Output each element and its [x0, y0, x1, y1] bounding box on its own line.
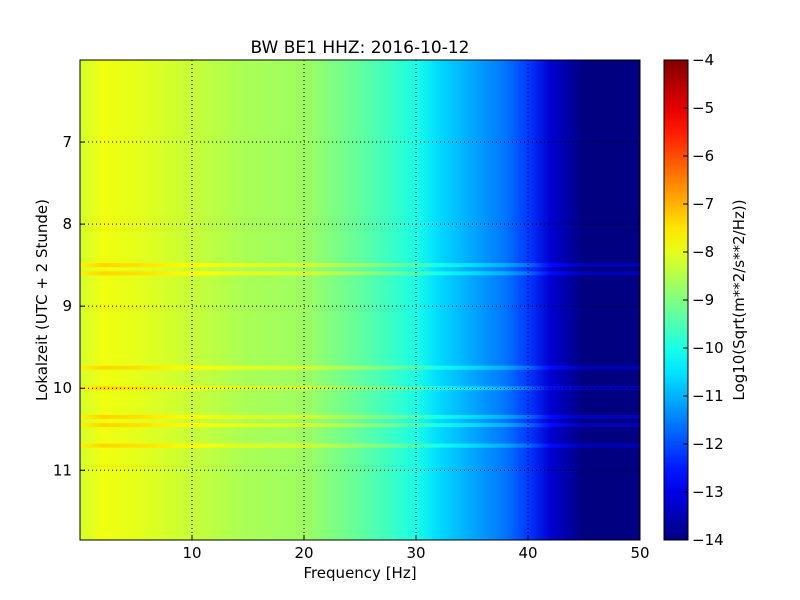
y-tick-label: 11 [53, 461, 72, 479]
x-axis-ticks: 10 20 30 40 50 [182, 535, 650, 562]
y-tick-label: 9 [62, 297, 72, 315]
colorbar-tick-label: −8 [692, 243, 714, 261]
x-tick-label: 10 [182, 544, 201, 562]
x-tick-label: 30 [406, 544, 425, 562]
colorbar-tick-label: −4 [692, 51, 714, 69]
colorbar-ticks: −4 −5 −6 −7 −8 −9 −10 −11 −12 −13 −14 [683, 51, 724, 549]
plot-area: 10 20 30 40 50 7 8 9 10 11 [53, 59, 650, 562]
gridlines [80, 60, 640, 540]
x-tick-label: 50 [630, 544, 649, 562]
spectrogram-base [80, 60, 640, 540]
time-band [80, 423, 640, 428]
time-band [80, 365, 640, 370]
time-band [80, 263, 640, 268]
y-axis-label: Lokalzeit (UTC + 2 Stunde) [33, 199, 51, 401]
x-axis-label: Frequency [Hz] [303, 564, 416, 582]
chart-title: BW BE1 HHZ: 2016-10-12 [250, 38, 469, 58]
colorbar-tick-label: −14 [692, 531, 724, 549]
colorbar-tick-label: −11 [692, 387, 724, 405]
x-tick-label: 40 [518, 544, 537, 562]
x-tick-label: 20 [294, 544, 313, 562]
colorbar-tick-label: −12 [692, 435, 724, 453]
colorbar-tick-label: −13 [692, 483, 724, 501]
time-band [80, 443, 640, 448]
colorbar-tick-label: −9 [692, 291, 714, 309]
colorbar-label: Log10(Sqrt(m**2/s**2/Hz)) [730, 199, 748, 400]
colorbar-tick-label: −10 [692, 339, 724, 357]
time-band [80, 271, 640, 276]
colorbar: −4 −5 −6 −7 −8 −9 −10 −11 −12 −13 −14 Log10(Sqrt(m… [663, 51, 748, 549]
y-axis-ticks: 7 8 9 10 11 [53, 133, 85, 479]
y-tick-label: 10 [53, 379, 72, 397]
y-tick-label: 7 [62, 133, 72, 151]
colorbar-tick-label: −6 [692, 147, 714, 165]
time-band [80, 414, 640, 419]
colorbar-tick-label: −5 [692, 99, 714, 117]
y-tick-label: 8 [62, 215, 72, 233]
colorbar-tick-label: −7 [692, 195, 714, 213]
plot-frame [79, 59, 641, 541]
